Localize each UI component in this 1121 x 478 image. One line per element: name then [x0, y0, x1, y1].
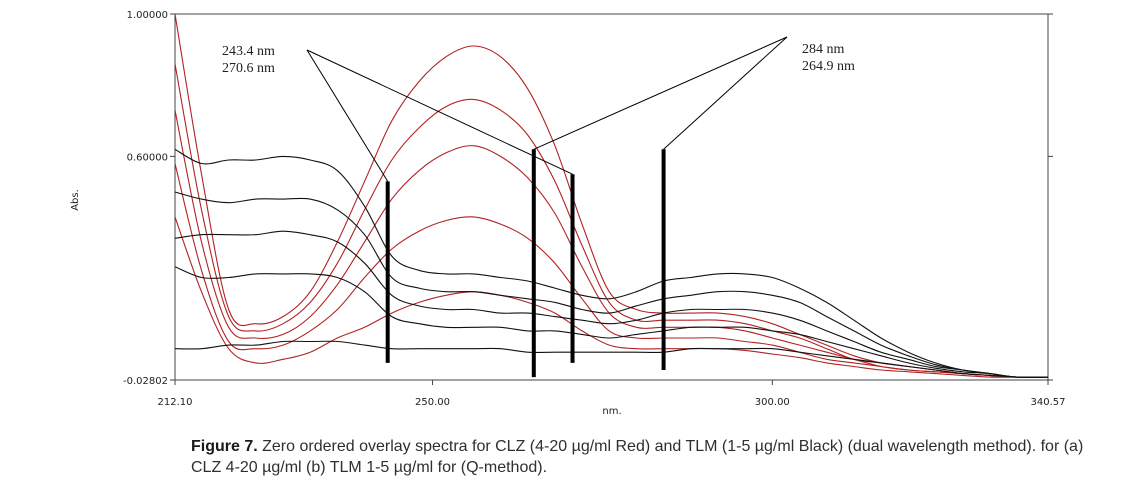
left-annotation-leader	[306, 49, 389, 182]
clz-spectrum-line-5	[174, 216, 1048, 378]
left-annotation-label: 270.6 nm	[222, 61, 275, 76]
x-axis-label: nm.	[602, 406, 621, 417]
y-axis: 1.00000 0.60000 -0.02802	[123, 10, 1053, 387]
clz-spectrum-line-4	[174, 163, 1049, 378]
right-annotation-leader	[533, 36, 788, 150]
y-tick-label: 0.60000	[127, 152, 168, 163]
tlm-spectrum-line-10	[174, 340, 1049, 378]
tlm-spectrum-line-9	[174, 266, 1049, 378]
x-axis: 212.10 250.00 300.00 340.57	[158, 380, 1066, 408]
caption-text: Zero ordered overlay spectra for CLZ (4-…	[191, 438, 1084, 476]
marker-layer	[385, 149, 666, 378]
left-annotation-leader	[306, 49, 573, 175]
tlm-spectrum-line-6	[174, 148, 1049, 378]
y-tick-label: 1.00000	[127, 10, 168, 21]
x-tick-label: 300.00	[755, 397, 790, 408]
y-axis-label: Abs.	[70, 189, 81, 211]
right-annotation-leader	[663, 36, 788, 150]
tlm-spectrum-line-8	[174, 230, 1049, 378]
series-layer	[174, 13, 1049, 378]
clz-spectrum-line-3	[174, 109, 1049, 378]
figure-caption: Figure 7. Zero ordered overlay spectra f…	[191, 436, 1116, 478]
right-annotation-label: 284 nm	[802, 42, 845, 57]
caption-label: Figure 7.	[191, 438, 258, 455]
x-tick-label: 212.10	[158, 397, 193, 408]
left-annotation-label: 243.4 nm	[222, 44, 275, 59]
spectra-chart: 1.00000 0.60000 -0.02802 212.10 250.00 300.0…	[70, 10, 1066, 417]
right-annotation-label: 264.9 nm	[802, 59, 855, 74]
clz-spectrum-line-2	[174, 63, 1049, 378]
y-tick-label: -0.02802	[123, 376, 168, 387]
tlm-spectrum-line-7	[174, 191, 1049, 378]
x-tick-label: 340.57	[1031, 397, 1066, 408]
annotation-layer: 243.4 nm 270.6 nm 284 nm 264.9 nm	[222, 36, 855, 182]
plot-frame	[174, 13, 1049, 381]
clz-spectrum-line-1	[174, 13, 1049, 378]
x-tick-label: 250.00	[415, 397, 450, 408]
